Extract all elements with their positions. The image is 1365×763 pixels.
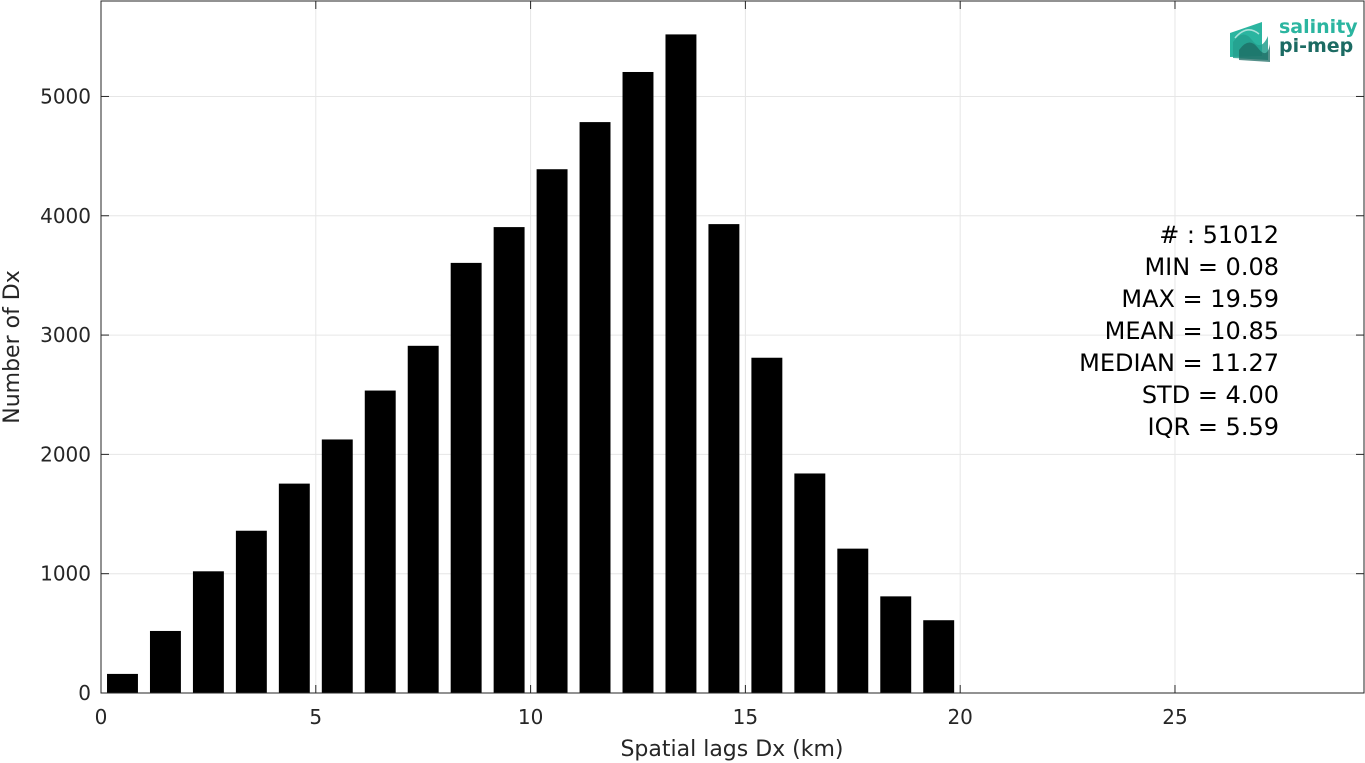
y-tick-label-2: 2000: [40, 442, 91, 466]
y-tick-label-1: 1000: [40, 562, 91, 586]
statistics-annotation: # : 51012 MIN = 0.08 MAX = 19.59 MEAN = 10.…: [1079, 221, 1279, 441]
bar-4: [278, 483, 310, 693]
x-axis-label: Spatial lags Dx (km): [620, 737, 843, 762]
bar-6: [364, 390, 396, 693]
salinity-pi-mep-logo: salinity pi-mep: [1230, 16, 1358, 62]
bar-7: [407, 345, 439, 693]
axis-ticks: 0 5 10 15 20 25 0 1000 2000 3000 4000 5000: [40, 1, 1364, 729]
x-tick-label-0: 0: [95, 705, 108, 729]
x-tick-label-3: 15: [733, 705, 758, 729]
bar-16: [794, 473, 826, 693]
x-tick-label-4: 20: [947, 705, 972, 729]
bar-15: [751, 357, 783, 693]
bar-19: [923, 620, 955, 693]
bar-14: [708, 224, 740, 693]
stat-line-2: MAX = 19.59: [1121, 285, 1279, 313]
bars: [107, 34, 955, 694]
bar-18: [880, 596, 912, 693]
bar-0: [107, 673, 138, 693]
stat-line-3: MEAN = 10.85: [1105, 317, 1279, 345]
bar-9: [493, 227, 525, 693]
stat-line-4: MEDIAN = 11.27: [1079, 349, 1279, 377]
bar-2: [192, 571, 224, 693]
bar-17: [837, 548, 869, 693]
logo-wave-icon: [1230, 22, 1270, 62]
bar-10: [536, 169, 568, 693]
y-tick-label-4: 4000: [40, 204, 91, 228]
y-axis-label: Number of Dx: [0, 270, 25, 424]
bar-12: [622, 71, 654, 694]
bar-5: [321, 439, 353, 693]
logo-line-2: pi-mep: [1279, 35, 1353, 57]
bar-13: [665, 34, 697, 693]
stat-line-5: STD = 4.00: [1142, 381, 1279, 409]
bar-1: [149, 630, 181, 693]
stat-line-1: MIN = 0.08: [1144, 253, 1279, 281]
stat-line-6: IQR = 5.59: [1148, 413, 1279, 441]
x-tick-label-5: 25: [1162, 705, 1187, 729]
y-tick-label-3: 3000: [40, 323, 91, 347]
plot-frame: [100, 0, 1365, 694]
bar-3: [235, 530, 267, 693]
bar-8: [450, 262, 482, 693]
bar-11: [579, 122, 611, 694]
x-tick-label-1: 5: [309, 705, 322, 729]
x-tick-label-2: 10: [518, 705, 543, 729]
y-tick-label-0: 0: [78, 681, 91, 705]
logo-line-1: salinity: [1279, 16, 1358, 38]
y-tick-label-5: 5000: [40, 84, 91, 108]
stat-line-0: # : 51012: [1159, 221, 1279, 249]
